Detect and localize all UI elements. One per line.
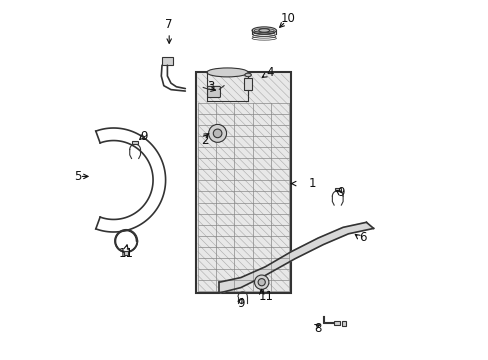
Bar xyxy=(132,141,138,144)
Bar xyxy=(260,289,263,292)
Text: 5: 5 xyxy=(74,170,81,183)
Bar xyxy=(334,188,340,191)
Text: 1: 1 xyxy=(308,177,316,190)
Text: 3: 3 xyxy=(206,80,214,93)
Bar xyxy=(333,320,339,325)
Polygon shape xyxy=(219,222,373,293)
Circle shape xyxy=(254,275,268,289)
Ellipse shape xyxy=(258,29,269,32)
Text: 6: 6 xyxy=(359,231,366,244)
Circle shape xyxy=(208,125,226,142)
Text: 9: 9 xyxy=(237,297,244,310)
Circle shape xyxy=(213,129,222,138)
Bar xyxy=(124,251,128,255)
Bar xyxy=(162,57,172,65)
Text: 8: 8 xyxy=(314,322,321,335)
Bar xyxy=(341,320,346,326)
Text: 11: 11 xyxy=(258,290,273,303)
Text: 7: 7 xyxy=(165,18,173,31)
Bar xyxy=(196,72,290,293)
Ellipse shape xyxy=(206,68,247,77)
FancyBboxPatch shape xyxy=(207,86,220,98)
Ellipse shape xyxy=(244,73,251,77)
Text: 9: 9 xyxy=(140,130,148,144)
Text: 2: 2 xyxy=(201,134,208,147)
Text: 4: 4 xyxy=(265,66,273,79)
Text: 11: 11 xyxy=(119,247,133,260)
Bar xyxy=(244,78,251,90)
Circle shape xyxy=(258,279,265,286)
Text: 10: 10 xyxy=(280,12,295,25)
Text: 9: 9 xyxy=(337,186,345,199)
Ellipse shape xyxy=(251,27,276,34)
